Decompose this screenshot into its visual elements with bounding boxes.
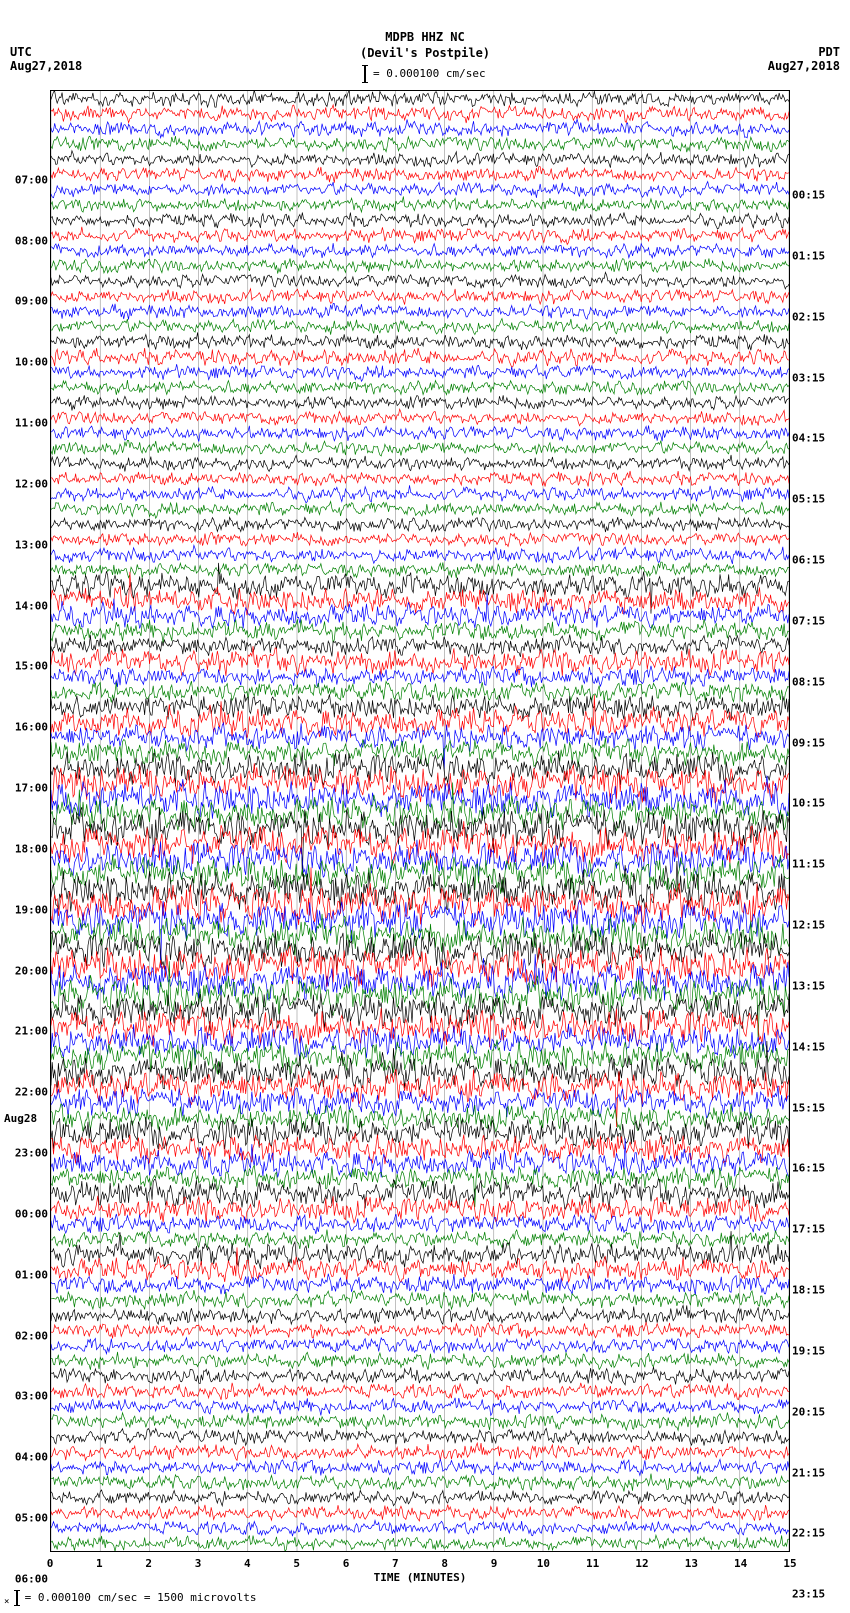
- scale-text: = 0.000100 cm/sec: [373, 67, 486, 80]
- right-time-label: 17:15: [792, 1223, 825, 1236]
- left-time-label: 14:00: [15, 599, 48, 612]
- x-tick-label: 10: [537, 1557, 550, 1570]
- x-tick-label: 3: [195, 1557, 202, 1570]
- pdt-label: PDT: [768, 45, 840, 59]
- right-time-label: 10:15: [792, 797, 825, 810]
- right-time-label: 00:15: [792, 189, 825, 202]
- right-time-label: 18:15: [792, 1284, 825, 1297]
- utc-label: UTC: [10, 45, 82, 59]
- right-time-label: 12:15: [792, 919, 825, 932]
- left-time-label: 03:00: [15, 1390, 48, 1403]
- footer-scale: × = 0.000100 cm/sec = 1500 microvolts: [4, 1591, 256, 1607]
- left-time-label: 09:00: [15, 295, 48, 308]
- left-time-label: 12:00: [15, 477, 48, 490]
- date-change-label: Aug28: [4, 1112, 37, 1125]
- utc-date: Aug27,2018: [10, 59, 82, 73]
- footer-text: = 0.000100 cm/sec = 1500 microvolts: [25, 1591, 257, 1604]
- right-time-label: 09:15: [792, 736, 825, 749]
- right-time-label: 20:15: [792, 1405, 825, 1418]
- left-time-label: 22:00: [15, 1086, 48, 1099]
- left-time-label: 19:00: [15, 903, 48, 916]
- x-tick-label: 11: [586, 1557, 599, 1570]
- scale-indicator: = 0.000100 cm/sec: [0, 66, 850, 82]
- x-tick-label: 8: [441, 1557, 448, 1570]
- right-time-label: 03:15: [792, 371, 825, 384]
- right-time-label: 06:15: [792, 554, 825, 567]
- right-time-label: 13:15: [792, 979, 825, 992]
- left-time-label: 11:00: [15, 417, 48, 430]
- left-time-label: 15:00: [15, 660, 48, 673]
- x-tick-label: 1: [96, 1557, 103, 1570]
- right-time-label: 08:15: [792, 675, 825, 688]
- left-time-label: 01:00: [15, 1268, 48, 1281]
- left-time-label: 13:00: [15, 538, 48, 551]
- x-tick-label: 5: [293, 1557, 300, 1570]
- x-tick-label: 9: [491, 1557, 498, 1570]
- left-time-label: 02:00: [15, 1329, 48, 1342]
- x-tick-label: 13: [685, 1557, 698, 1570]
- left-time-label: 06:00: [15, 1572, 48, 1585]
- right-time-label: 05:15: [792, 493, 825, 506]
- left-time-label: 00:00: [15, 1207, 48, 1220]
- top-right-label: PDT Aug27,2018: [768, 45, 840, 73]
- right-time-label: 19:15: [792, 1344, 825, 1357]
- left-time-label: 08:00: [15, 234, 48, 247]
- left-time-label: 05:00: [15, 1512, 48, 1525]
- top-left-label: UTC Aug27,2018: [10, 45, 82, 73]
- x-tick-label: 6: [343, 1557, 350, 1570]
- right-time-label: 16:15: [792, 1162, 825, 1175]
- left-time-label: 18:00: [15, 842, 48, 855]
- right-time-label: 07:15: [792, 614, 825, 627]
- right-time-label: 22:15: [792, 1527, 825, 1540]
- right-time-label: 04:15: [792, 432, 825, 445]
- x-tick-label: 4: [244, 1557, 251, 1570]
- right-time-label: 23:15: [792, 1588, 825, 1601]
- x-tick-label: 12: [635, 1557, 648, 1570]
- right-time-label: 11:15: [792, 858, 825, 871]
- x-axis-title: TIME (MINUTES): [374, 1571, 467, 1584]
- right-time-label: 02:15: [792, 310, 825, 323]
- left-time-label: 04:00: [15, 1451, 48, 1464]
- left-time-label: 07:00: [15, 173, 48, 186]
- right-time-label: 21:15: [792, 1466, 825, 1479]
- station-code: MDPB HHZ NC: [0, 30, 850, 46]
- left-time-label: 17:00: [15, 782, 48, 795]
- left-time-label: 16:00: [15, 721, 48, 734]
- x-tick-label: 15: [783, 1557, 796, 1570]
- left-time-label: 23:00: [15, 1147, 48, 1160]
- right-time-label: 01:15: [792, 249, 825, 262]
- left-time-label: 20:00: [15, 964, 48, 977]
- right-time-label: 14:15: [792, 1040, 825, 1053]
- left-time-label: 21:00: [15, 1025, 48, 1038]
- right-time-label: 15:15: [792, 1101, 825, 1114]
- seismogram-svg: [51, 91, 789, 1551]
- pdt-date: Aug27,2018: [768, 59, 840, 73]
- header: MDPB HHZ NC (Devil's Postpile): [0, 0, 850, 61]
- x-axis: TIME (MINUTES) 0123456789101112131415: [50, 1555, 790, 1595]
- x-tick-label: 14: [734, 1557, 747, 1570]
- x-tick-label: 0: [47, 1557, 54, 1570]
- seismogram-container: UTC Aug27,2018 PDT Aug27,2018 MDPB HHZ N…: [0, 0, 850, 1613]
- left-time-label: 10:00: [15, 356, 48, 369]
- x-tick-label: 7: [392, 1557, 399, 1570]
- plot-area: [50, 90, 790, 1552]
- station-name: (Devil's Postpile): [0, 46, 850, 62]
- x-tick-label: 2: [145, 1557, 152, 1570]
